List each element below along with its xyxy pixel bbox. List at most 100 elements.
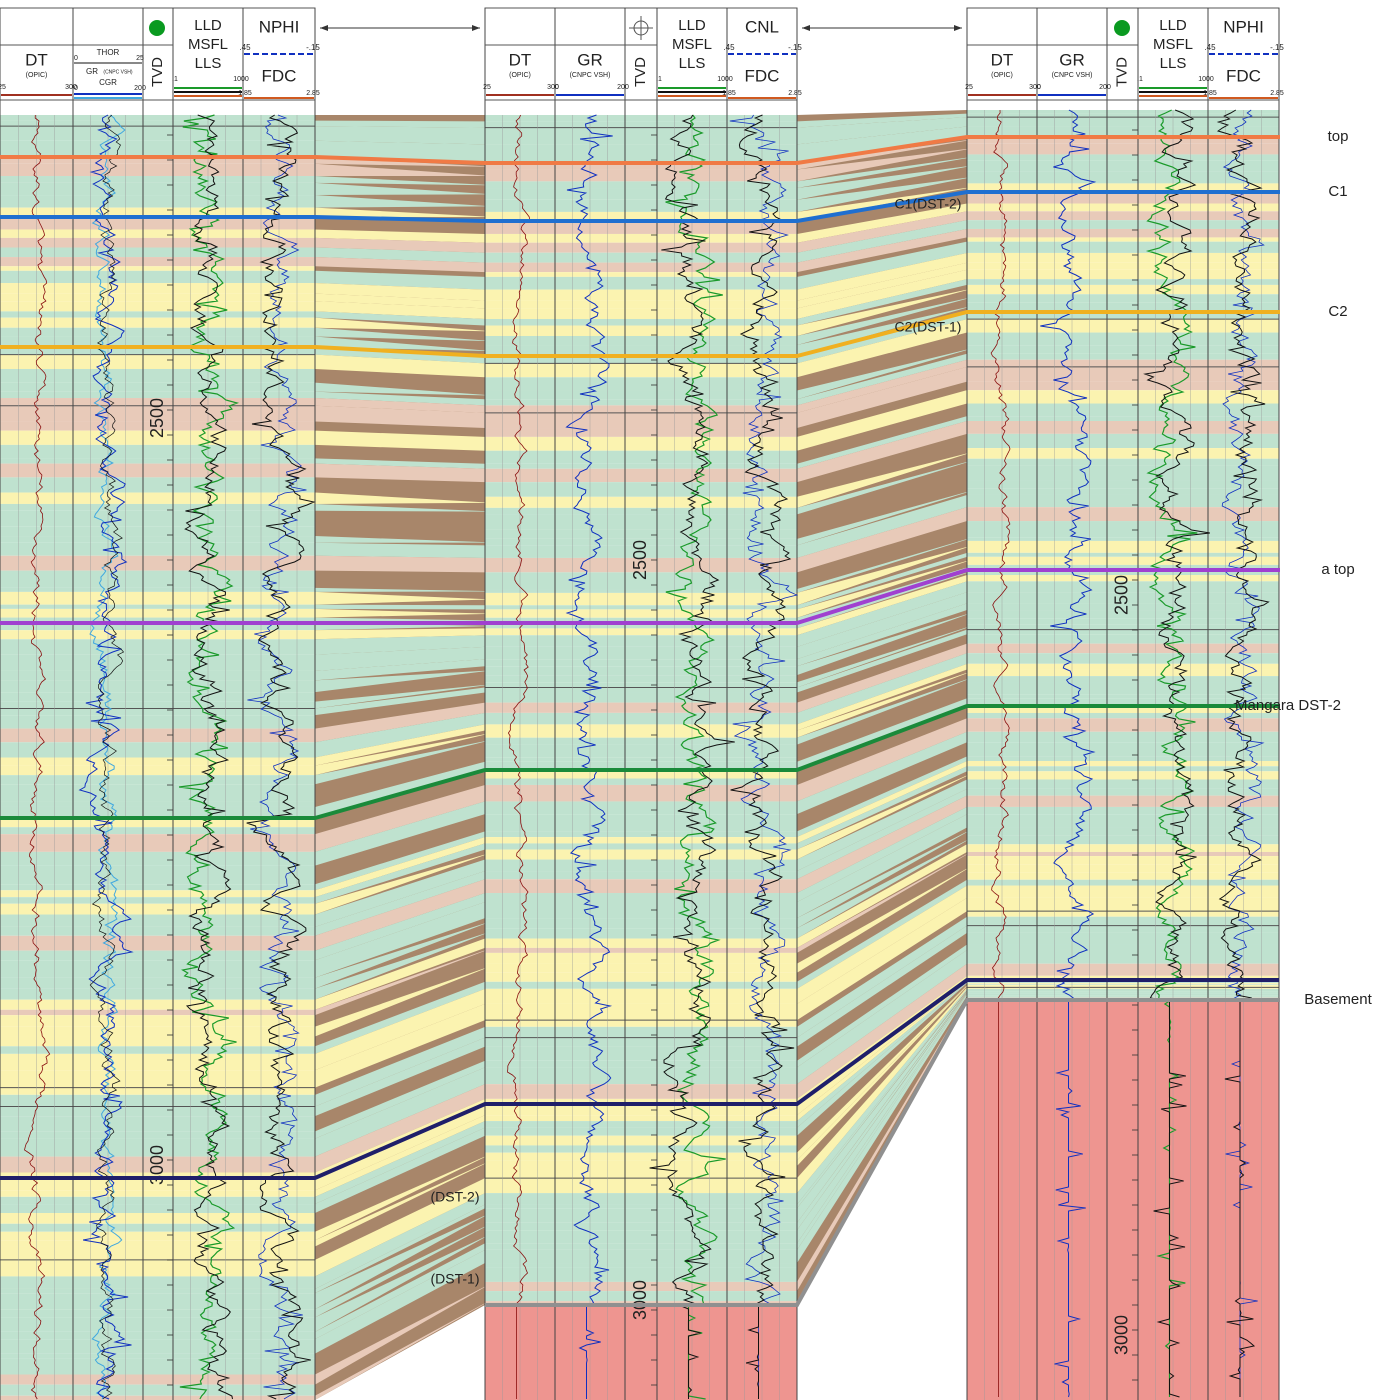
stratum — [967, 944, 1279, 950]
stratum — [485, 972, 797, 982]
depth-label: 2500 — [630, 540, 650, 580]
stratum — [0, 1288, 315, 1294]
stratum — [485, 356, 797, 364]
stratum — [485, 879, 797, 894]
correlation-layer — [797, 989, 967, 1209]
correlation-layer — [315, 229, 485, 243]
correlation-layer — [797, 944, 967, 1068]
horizon-label: top — [1328, 128, 1349, 145]
stratum — [0, 492, 315, 504]
correlation-layer — [797, 991, 967, 1223]
stratum — [485, 1243, 797, 1250]
scale-right: 300 — [65, 84, 77, 91]
stratum — [0, 728, 315, 743]
stratum — [0, 347, 315, 355]
stratum — [485, 144, 797, 163]
stratum — [0, 293, 315, 302]
stratum — [485, 928, 797, 939]
stratum — [967, 932, 1279, 945]
scale-right: 2.85 — [306, 90, 320, 97]
stratum — [0, 977, 315, 989]
stratum — [0, 1087, 315, 1095]
stratum — [967, 985, 1279, 987]
stratum — [967, 137, 1279, 144]
depth-label: 2500 — [147, 398, 167, 438]
correlation-layer — [315, 247, 485, 263]
stratum — [485, 482, 797, 497]
stratum — [967, 731, 1279, 743]
stratum — [485, 169, 797, 182]
stratum — [0, 207, 315, 217]
scale-right: 200 — [617, 84, 629, 91]
correlation-layer — [315, 1104, 485, 1191]
correlation-layer — [315, 831, 485, 891]
stratum — [967, 643, 1279, 654]
log-curve — [1216, 109, 1270, 1397]
correlation-layer — [797, 987, 967, 1194]
stratum — [967, 925, 1279, 933]
stratum — [967, 986, 1279, 988]
correlation-layer — [797, 831, 967, 929]
stratum — [485, 325, 797, 336]
stratum — [967, 465, 1279, 481]
stratum — [967, 332, 1279, 346]
stratum — [485, 1152, 797, 1161]
stratum — [0, 988, 315, 1000]
log-curve — [506, 114, 530, 1399]
stratum — [967, 113, 1279, 118]
correlation-layer — [797, 491, 967, 546]
stratum — [0, 1156, 315, 1173]
stratum — [485, 272, 797, 277]
correlation-layer — [797, 507, 967, 573]
stratum — [0, 391, 315, 399]
correlation-layer — [315, 659, 485, 681]
correlation-layer — [797, 269, 967, 320]
stratum — [485, 1067, 797, 1085]
stratum — [0, 999, 315, 1010]
correlation-layer — [797, 643, 967, 713]
correlation-layer — [315, 712, 485, 758]
stratum — [0, 1178, 315, 1191]
stratum — [967, 624, 1279, 630]
stratum — [485, 399, 797, 406]
correlation-layer — [797, 844, 967, 948]
log-curve — [78, 114, 134, 1400]
stratum — [0, 1231, 315, 1241]
log-curve — [665, 114, 726, 1400]
stratum — [967, 835, 1279, 845]
stratum — [485, 635, 797, 647]
track-title: DT — [991, 50, 1014, 69]
correlation-layer — [315, 628, 485, 640]
stratum — [967, 806, 1279, 815]
stratum — [0, 639, 315, 655]
correlation-layer — [315, 1303, 485, 1400]
stratum — [485, 163, 797, 170]
track-subtitle: (CNPC VSH) — [103, 69, 133, 75]
stratum — [0, 157, 315, 164]
stratum — [0, 1196, 315, 1205]
correlation-layer — [315, 1286, 485, 1385]
stratum — [0, 715, 315, 729]
stratum — [485, 1020, 797, 1027]
stratum — [485, 692, 797, 703]
stratum — [0, 914, 315, 927]
stratum — [485, 1135, 797, 1146]
correlation-layer — [797, 220, 967, 263]
correlation-layer — [315, 1003, 485, 1088]
correlation-layer — [797, 897, 967, 1021]
correlation-layer — [315, 702, 485, 743]
stratum — [967, 237, 1279, 242]
stratum — [967, 581, 1279, 593]
stratum — [967, 983, 1279, 985]
stratum — [485, 538, 797, 546]
stratum — [967, 634, 1279, 644]
track-subtitle: (CNPC VSH) — [570, 72, 611, 79]
track-subtitle: GR — [86, 67, 98, 76]
stratum — [0, 801, 315, 807]
stratum — [0, 247, 315, 258]
correlation-layer — [797, 614, 967, 676]
stratum — [485, 1160, 797, 1167]
stratum — [0, 463, 315, 478]
stratum — [0, 950, 315, 961]
correlation-layer — [315, 1115, 485, 1197]
